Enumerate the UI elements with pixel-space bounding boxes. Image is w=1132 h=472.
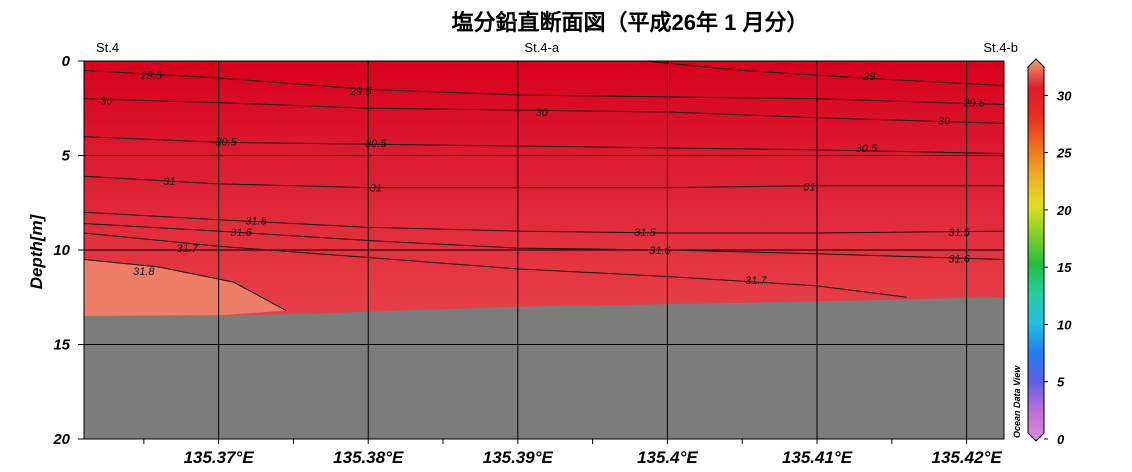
contour-label-31.5: 31.5	[634, 227, 656, 239]
colorbar-tick-label: 5	[1057, 375, 1065, 390]
colorbar-tick-label: 0	[1057, 432, 1065, 447]
contour-label-29.5: 29.5	[140, 70, 163, 82]
contour-label-30: 30	[938, 116, 951, 128]
contour-label-31: 31	[370, 183, 382, 195]
colorbar-tick-label: 20	[1056, 203, 1072, 218]
contour-label-31: 31	[163, 176, 175, 188]
colorbar-tick-label: 25	[1056, 146, 1072, 161]
contour-label-30: 30	[536, 107, 549, 119]
contour-label-29: 29	[862, 71, 875, 83]
chart-title: 塩分鉛直断面図（平成26年 1 月分）	[451, 10, 809, 35]
station-label: St.4	[96, 40, 119, 55]
y-tick-label: 0	[62, 53, 71, 70]
colorbar-watermark: Ocean Data View	[1012, 365, 1022, 438]
x-tick-label: 135.4°E	[637, 448, 698, 467]
seafloor-mask	[84, 297, 1004, 439]
contour-label-30: 30	[100, 96, 113, 108]
contour-label-30.5: 30.5	[365, 138, 387, 150]
contour-label-30.5: 30.5	[215, 136, 237, 148]
y-tick-label: 20	[52, 431, 70, 448]
y-tick-label: 5	[62, 148, 71, 165]
contour-label-29.5: 29.5	[962, 98, 985, 110]
contour-label-31.6: 31.6	[649, 245, 671, 257]
station-label: St.4-b	[983, 40, 1018, 55]
y-tick-label: 15	[53, 337, 70, 354]
contour-label-31.6: 31.6	[948, 254, 970, 266]
contour-label-31: 31	[803, 182, 815, 194]
x-tick-label: 135.42°E	[932, 448, 1003, 467]
contour-label-31.6: 31.6	[230, 227, 252, 239]
contour-label-30.5: 30.5	[856, 143, 878, 155]
colorbar-tick-label: 30	[1057, 88, 1072, 103]
colorbar-tick-label: 10	[1057, 317, 1072, 332]
contour-label-31.5: 31.5	[948, 227, 970, 239]
x-tick-label: 135.37°E	[184, 448, 255, 467]
y-tick-label: 10	[53, 242, 70, 259]
colorbar-tick-label: 15	[1057, 260, 1072, 275]
contour-label-31.7: 31.7	[745, 275, 767, 287]
x-tick-label: 135.38°E	[333, 448, 404, 467]
contour-label-31.7: 31.7	[177, 243, 199, 255]
x-tick-label: 135.41°E	[782, 448, 853, 467]
contour-label-31.5: 31.5	[245, 216, 267, 228]
x-tick-label: 135.39°E	[483, 448, 554, 467]
contour-label-31.8: 31.8	[133, 266, 155, 278]
station-label: St.4-a	[524, 40, 559, 55]
y-axis-label: Depth[m]	[27, 213, 46, 289]
contour-31.8	[84, 258, 287, 311]
contour-29	[644, 61, 1004, 87]
high-salinity-region	[84, 259, 286, 326]
contour-label-29.5: 29.5	[349, 86, 372, 98]
colorbar	[1027, 58, 1045, 442]
